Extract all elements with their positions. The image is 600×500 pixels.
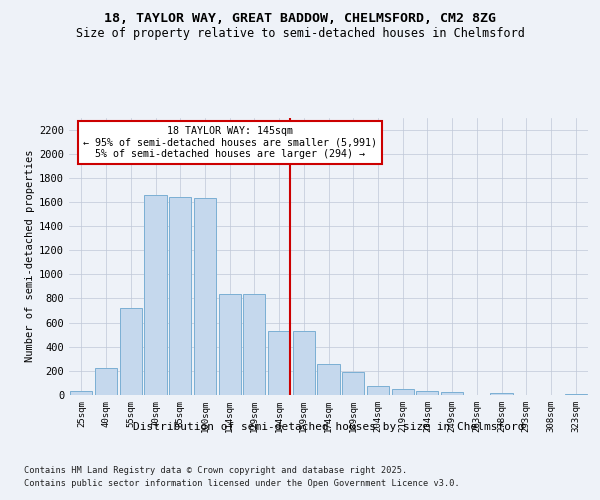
Bar [490,393,512,395]
Text: Size of property relative to semi-detached houses in Chelmsford: Size of property relative to semi-detach… [76,28,524,40]
Bar [95,368,117,395]
Bar [119,308,142,395]
Y-axis label: Number of semi-detached properties: Number of semi-detached properties [25,150,35,362]
Bar [169,197,191,395]
Bar [218,294,241,395]
Text: Contains HM Land Registry data © Crown copyright and database right 2025.: Contains HM Land Registry data © Crown c… [24,466,407,475]
Bar [416,392,439,395]
Bar [565,394,587,395]
Text: 18 TAYLOR WAY: 145sqm
← 95% of semi-detached houses are smaller (5,991)
5% of se: 18 TAYLOR WAY: 145sqm ← 95% of semi-deta… [83,126,377,159]
Bar [145,194,167,395]
Bar [392,389,414,395]
Bar [317,364,340,395]
Bar [441,392,463,395]
Bar [268,331,290,395]
Text: Contains public sector information licensed under the Open Government Licence v3: Contains public sector information licen… [24,479,460,488]
Bar [293,331,315,395]
Bar [367,386,389,395]
Bar [70,392,92,395]
Text: Distribution of semi-detached houses by size in Chelmsford: Distribution of semi-detached houses by … [133,422,524,432]
Bar [194,198,216,395]
Bar [243,294,265,395]
Text: 18, TAYLOR WAY, GREAT BADDOW, CHELMSFORD, CM2 8ZG: 18, TAYLOR WAY, GREAT BADDOW, CHELMSFORD… [104,12,496,26]
Bar [342,372,364,395]
